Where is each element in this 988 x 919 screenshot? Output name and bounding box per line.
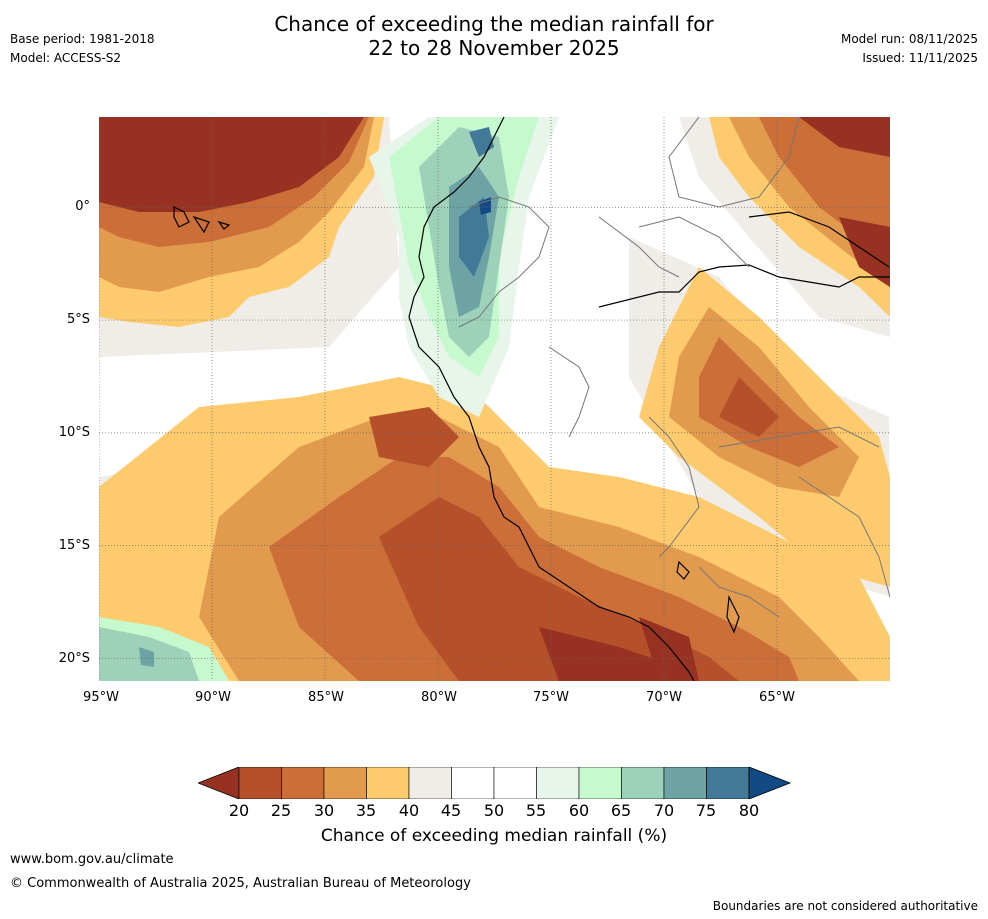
- cbar-tick-30: 30: [313, 801, 335, 820]
- title-line-2: 22 to 28 November 2025: [368, 36, 620, 60]
- colorbar-arrow-low: [198, 767, 240, 799]
- base-period: Base period: 1981-2018: [10, 32, 155, 46]
- model-run: Model run: 08/11/2025: [840, 32, 978, 46]
- cbar-tick-25: 25: [270, 801, 292, 820]
- cbar-tick-65: 65: [610, 801, 632, 820]
- meta-left: Base period: 1981-2018 Model: ACCESS-S2: [10, 30, 155, 68]
- cbar-tick-75: 75: [695, 801, 717, 820]
- colorbar-segment: [493, 767, 537, 799]
- copyright: © Commonwealth of Australia 2025, Austra…: [10, 876, 471, 891]
- lat-label-15s: 15°S: [58, 538, 90, 553]
- title-line-1: Chance of exceeding the median rainfall …: [274, 12, 714, 36]
- probability-shading: [99, 117, 890, 681]
- cbar-tick-70: 70: [653, 801, 675, 820]
- colorbar: [198, 767, 792, 799]
- issued-date: Issued: 11/11/2025: [862, 51, 978, 65]
- lat-label-0: 0°: [75, 199, 90, 214]
- colorbar-segment: [536, 767, 580, 799]
- colorbar-segment: [663, 767, 707, 799]
- colorbar-segment: [706, 767, 750, 799]
- lon-label-70w: 70°W: [646, 690, 682, 705]
- colorbar-segment: [578, 767, 622, 799]
- bom-url[interactable]: www.bom.gov.au/climate: [10, 852, 174, 867]
- colorbar-segment: [238, 767, 282, 799]
- cbar-tick-35: 35: [355, 801, 377, 820]
- boundary-disclaimer: Boundaries are not considered authoritat…: [712, 899, 978, 913]
- colorbar-segment: [366, 767, 410, 799]
- rainfall-map: [99, 117, 890, 681]
- cbar-tick-80: 80: [738, 801, 760, 820]
- model-name: Model: ACCESS-S2: [10, 51, 122, 65]
- cbar-tick-50: 50: [483, 801, 505, 820]
- graticule: [99, 117, 890, 681]
- lon-label-90w: 90°W: [195, 690, 231, 705]
- cbar-tick-55: 55: [525, 801, 547, 820]
- lon-label-65w: 65°W: [759, 690, 795, 705]
- colorbar-segment: [323, 767, 367, 799]
- colorbar-segment: [281, 767, 325, 799]
- lon-label-80w: 80°W: [421, 690, 457, 705]
- colorbar-label: Chance of exceeding median rainfall (%): [320, 826, 668, 846]
- lon-label-85w: 85°W: [308, 690, 344, 705]
- lon-label-75w: 75°W: [533, 690, 569, 705]
- lat-label-20s: 20°S: [58, 651, 90, 666]
- lat-label-5s: 5°S: [66, 312, 90, 327]
- colorbar-arrow-high: [748, 767, 792, 799]
- cbar-tick-20: 20: [228, 801, 250, 820]
- cbar-tick-45: 45: [440, 801, 462, 820]
- lat-label-10s: 10°S: [58, 425, 90, 440]
- country-borders: [458, 117, 890, 618]
- meta-right: Model run: 08/11/2025 Issued: 11/11/2025: [841, 30, 978, 68]
- map-title: Chance of exceeding the median rainfall …: [0, 12, 988, 60]
- colorbar-segment: [451, 767, 495, 799]
- cbar-tick-40: 40: [398, 801, 420, 820]
- lon-label-95w: 95°W: [83, 690, 119, 705]
- coastlines: [173, 117, 890, 681]
- colorbar-segment: [408, 767, 452, 799]
- cbar-tick-60: 60: [568, 801, 590, 820]
- colorbar-segment: [621, 767, 665, 799]
